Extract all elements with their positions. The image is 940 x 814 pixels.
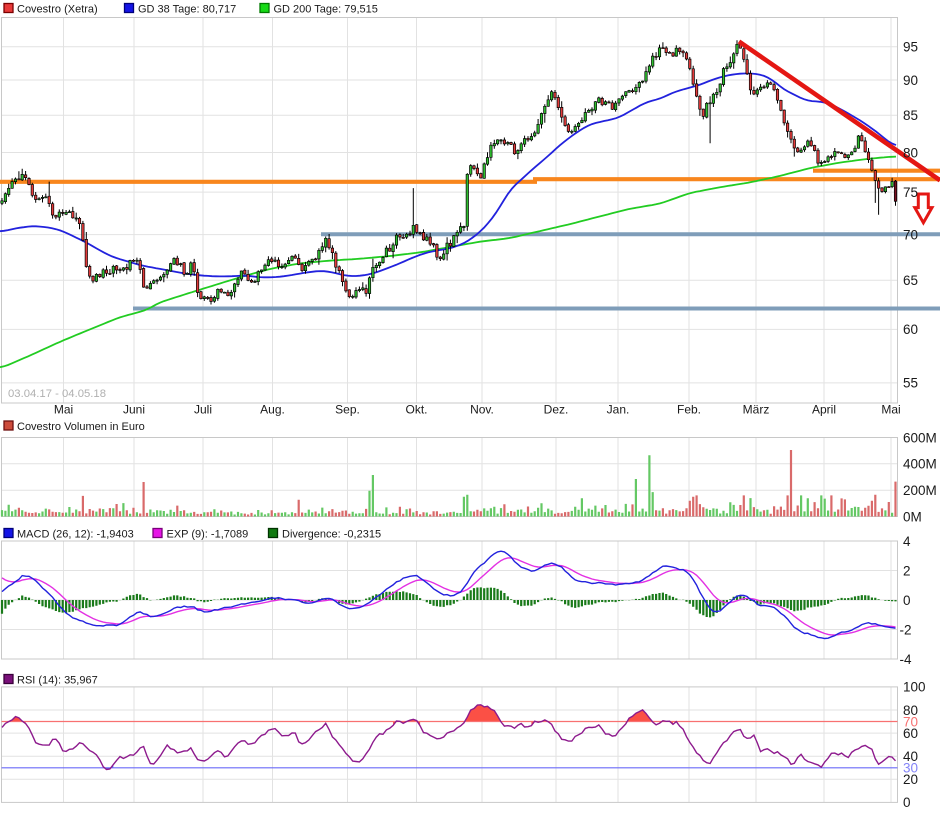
svg-text:-4: -4 [900, 652, 912, 667]
svg-text:Feb.: Feb. [677, 403, 701, 417]
svg-text:60: 60 [903, 726, 918, 741]
svg-text:0M: 0M [903, 509, 922, 524]
svg-text:100: 100 [903, 680, 926, 695]
svg-text:Juni: Juni [123, 403, 145, 417]
svg-text:Covestro (Xetra): Covestro (Xetra) [17, 4, 98, 16]
svg-text:70: 70 [903, 714, 918, 729]
svg-text:0: 0 [903, 795, 911, 810]
svg-text:2: 2 [903, 563, 911, 578]
svg-text:95: 95 [903, 40, 918, 55]
svg-text:März: März [743, 403, 770, 417]
svg-text:Mai: Mai [881, 403, 900, 417]
svg-text:4: 4 [903, 534, 911, 549]
svg-text:600M: 600M [903, 430, 937, 445]
svg-text:20: 20 [903, 772, 918, 787]
svg-text:GD 38 Tage: 80,717: GD 38 Tage: 80,717 [138, 4, 236, 16]
svg-text:80: 80 [903, 703, 918, 718]
svg-text:Aug.: Aug. [260, 403, 285, 417]
svg-text:55: 55 [903, 376, 918, 391]
svg-text:Covestro Volumen in Euro: Covestro Volumen in Euro [17, 421, 145, 433]
svg-text:-2: -2 [900, 622, 912, 637]
svg-text:85: 85 [903, 108, 918, 123]
svg-text:80: 80 [903, 145, 918, 160]
svg-text:200M: 200M [903, 483, 937, 498]
svg-text:Jan.: Jan. [607, 403, 630, 417]
svg-text:RSI (14): 35,967: RSI (14): 35,967 [17, 675, 98, 687]
svg-text:April: April [812, 403, 836, 417]
svg-text:75: 75 [903, 185, 918, 200]
svg-text:Juli: Juli [194, 403, 212, 417]
svg-text:60: 60 [903, 322, 918, 337]
svg-text:EXP (9): -1,7089: EXP (9): -1,7089 [167, 529, 249, 541]
svg-text:03.04.17 - 04.05.18: 03.04.17 - 04.05.18 [8, 388, 106, 400]
svg-text:0: 0 [903, 593, 911, 608]
svg-text:Sep.: Sep. [335, 403, 360, 417]
svg-text:Dez.: Dez. [544, 403, 569, 417]
svg-text:MACD (26, 12): -1,9403: MACD (26, 12): -1,9403 [17, 529, 134, 541]
svg-text:90: 90 [903, 73, 918, 88]
svg-text:40: 40 [903, 749, 918, 764]
svg-text:400M: 400M [903, 457, 937, 472]
svg-text:Nov.: Nov. [470, 403, 494, 417]
svg-text:65: 65 [903, 273, 918, 288]
svg-text:GD 200 Tage: 79,515: GD 200 Tage: 79,515 [274, 4, 378, 16]
svg-text:Okt.: Okt. [405, 403, 427, 417]
svg-text:70: 70 [903, 227, 918, 242]
svg-text:Mai: Mai [54, 403, 73, 417]
svg-text:Divergence: -0,2315: Divergence: -0,2315 [282, 529, 381, 541]
svg-text:30: 30 [903, 761, 918, 776]
